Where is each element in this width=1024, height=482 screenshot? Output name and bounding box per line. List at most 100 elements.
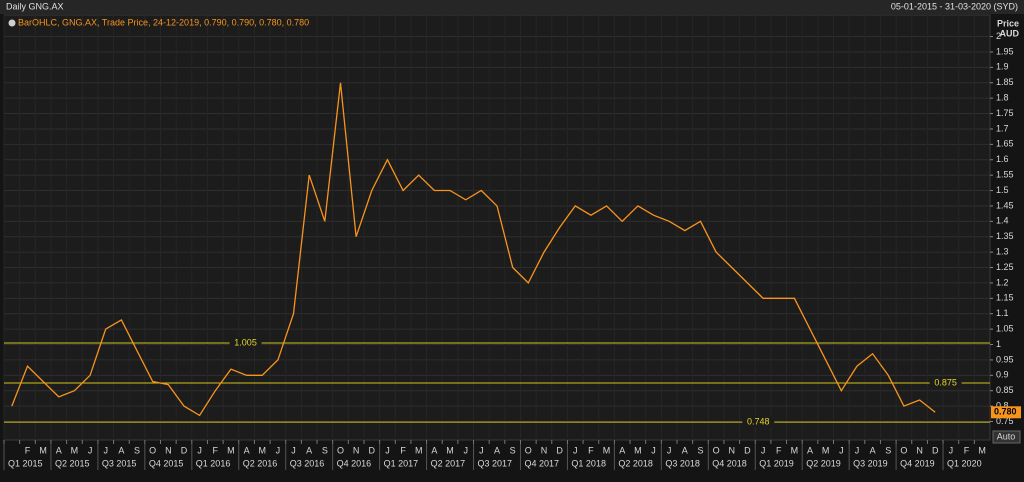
x-tick-label: N <box>729 445 736 455</box>
y-axis-unit: AUD <box>1000 28 1020 38</box>
x-tick-label: F <box>400 445 406 455</box>
x-tick-label: J <box>651 445 656 455</box>
quarter-label: Q1 2020 <box>947 458 982 468</box>
quarter-label: Q3 2017 <box>478 458 513 468</box>
x-tick-label: J <box>197 445 202 455</box>
x-tick-label: D <box>932 445 939 455</box>
y-tick-label: 1.45 <box>996 200 1014 210</box>
quarter-label: Q3 2019 <box>853 458 888 468</box>
reference-label: 0.748 <box>747 417 770 427</box>
x-tick-label: J <box>761 445 766 455</box>
y-tick-label: 1.75 <box>996 108 1014 118</box>
x-tick-label: M <box>71 445 79 455</box>
quarter-label: Q4 2016 <box>337 458 372 468</box>
y-tick-label: 1.15 <box>996 293 1014 303</box>
x-tick-label: J <box>573 445 578 455</box>
quarter-label: Q2 2016 <box>243 458 278 468</box>
x-tick-label: J <box>276 445 281 455</box>
x-tick-label: J <box>291 445 296 455</box>
reference-label: 0.875 <box>934 377 957 387</box>
x-tick-label: M <box>415 445 423 455</box>
x-tick-label: A <box>306 445 312 455</box>
reference-label: 1.005 <box>234 337 257 347</box>
x-tick-label: O <box>337 445 344 455</box>
quarter-label: Q3 2015 <box>102 458 137 468</box>
x-tick-label: M <box>258 445 266 455</box>
x-tick-label: A <box>682 445 688 455</box>
auto-button-label[interactable]: Auto <box>997 431 1016 441</box>
quarter-label: Q3 2016 <box>290 458 325 468</box>
quarter-label: Q1 2015 <box>8 458 43 468</box>
x-tick-label: M <box>791 445 799 455</box>
x-tick-label: O <box>900 445 907 455</box>
chart-title: Daily GNG.AX <box>6 1 64 11</box>
quarter-label: Q4 2017 <box>524 458 559 468</box>
x-tick-label: S <box>322 445 328 455</box>
x-tick-label: J <box>103 445 108 455</box>
x-tick-label: A <box>807 445 813 455</box>
x-tick-label: D <box>744 445 751 455</box>
y-tick-label: 1.3 <box>996 247 1009 257</box>
x-tick-label: F <box>25 445 31 455</box>
x-tick-label: J <box>855 445 860 455</box>
x-tick-label: O <box>149 445 156 455</box>
date-range: 05-01-2015 - 31-03-2020 (SYD) <box>891 1 1018 11</box>
quarter-label: Q4 2015 <box>149 458 184 468</box>
x-tick-label: J <box>385 445 390 455</box>
x-tick-label: N <box>165 445 172 455</box>
x-tick-label: M <box>634 445 642 455</box>
x-tick-label: M <box>822 445 830 455</box>
y-tick-label: 0.95 <box>996 354 1014 364</box>
y-tick-label: 1.2 <box>996 277 1009 287</box>
y-tick-label: 1.1 <box>996 308 1009 318</box>
x-tick-label: F <box>964 445 970 455</box>
last-price-label: 0.780 <box>994 407 1017 417</box>
x-tick-label: D <box>369 445 376 455</box>
x-tick-label: A <box>118 445 124 455</box>
y-tick-label: 1.05 <box>996 324 1014 334</box>
x-tick-label: M <box>446 445 454 455</box>
x-tick-label: J <box>88 445 93 455</box>
y-tick-label: 1.25 <box>996 262 1014 272</box>
quarter-label: Q1 2017 <box>384 458 419 468</box>
y-tick-label: 1.8 <box>996 93 1009 103</box>
x-tick-label: O <box>525 445 532 455</box>
y-tick-label: 1.5 <box>996 185 1009 195</box>
quarter-label: Q2 2017 <box>431 458 466 468</box>
last-price-tag <box>991 406 1021 419</box>
y-tick-label: 1.85 <box>996 77 1014 87</box>
x-tick-label: S <box>697 445 703 455</box>
x-tick-label: J <box>839 445 844 455</box>
y-tick-label: 1.65 <box>996 139 1014 149</box>
x-tick-label: F <box>776 445 782 455</box>
x-tick-label: M <box>39 445 47 455</box>
x-tick-label: A <box>494 445 500 455</box>
x-tick-label: F <box>588 445 594 455</box>
legend-label: BarOHLC, GNG.AX, Trade Price, 24-12-2019… <box>18 17 309 27</box>
quarter-label: Q2 2015 <box>55 458 90 468</box>
x-tick-label: S <box>510 445 516 455</box>
quarter-label: Q1 2016 <box>196 458 231 468</box>
x-tick-label: O <box>713 445 720 455</box>
x-tick-label: J <box>949 445 954 455</box>
reference-label-bg <box>742 416 775 428</box>
x-tick-label: D <box>181 445 188 455</box>
plot-area <box>3 14 991 441</box>
reference-label-bg <box>229 336 262 348</box>
auto-button[interactable] <box>992 430 1021 444</box>
quarter-label: Q2 2019 <box>806 458 841 468</box>
y-tick-label: 1.6 <box>996 154 1009 164</box>
x-tick-label: S <box>885 445 891 455</box>
x-tick-label: N <box>353 445 360 455</box>
y-tick-label: 1.35 <box>996 231 1014 241</box>
x-tick-label: F <box>213 445 219 455</box>
x-tick-label: M <box>978 445 986 455</box>
x-tick-label: A <box>431 445 437 455</box>
legend-icon <box>8 19 16 27</box>
x-tick-label: A <box>244 445 250 455</box>
y-tick-label: 0.85 <box>996 385 1014 395</box>
x-tick-label: D <box>556 445 563 455</box>
x-tick-label: S <box>134 445 140 455</box>
y-tick-label: 0.8 <box>996 400 1009 410</box>
